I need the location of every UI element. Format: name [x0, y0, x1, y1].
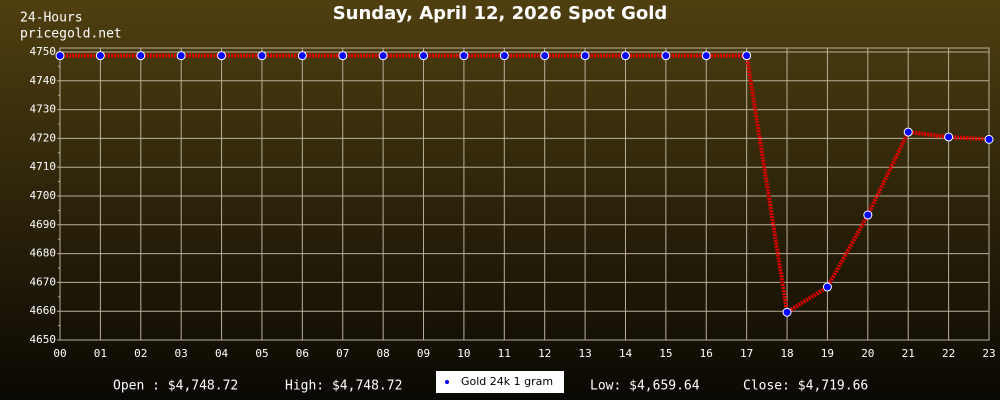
x-tick-label: 06 [296, 347, 309, 360]
data-point [297, 51, 307, 61]
data-point [620, 51, 630, 61]
series-line [60, 53, 990, 316]
stat: High: $4,748.72 [285, 379, 402, 394]
x-tick-label: 08 [377, 347, 390, 360]
x-tick-label: 07 [336, 347, 349, 360]
data-point [944, 132, 954, 142]
data-point [217, 51, 227, 61]
y-tick-label: 4740 [30, 74, 57, 87]
x-tick-label: 21 [902, 347, 915, 360]
y-tick-label: 4710 [30, 160, 57, 173]
x-tick-label: 13 [578, 347, 591, 360]
data-point [257, 51, 267, 61]
stat: Close: $4,719.66 [743, 379, 868, 394]
data-point [782, 307, 792, 317]
y-tick-label: 4750 [30, 45, 57, 58]
stat: Low: $4,659.64 [590, 379, 700, 394]
data-point [863, 210, 873, 220]
x-tick-label: 00 [53, 347, 66, 360]
data-point [136, 51, 146, 61]
period-label: 24-Hours [20, 11, 83, 26]
y-tick-label: 4730 [30, 103, 57, 116]
x-tick-label: 09 [417, 347, 430, 360]
y-tick-label: 4650 [30, 333, 57, 346]
data-point [55, 51, 65, 61]
data-point [661, 51, 671, 61]
x-tick-label: 12 [538, 347, 551, 360]
x-tick-label: 02 [134, 347, 147, 360]
data-point [378, 51, 388, 61]
x-tick-label: 15 [659, 347, 672, 360]
data-point [459, 51, 469, 61]
x-tick-label: 04 [215, 347, 229, 360]
y-tick-label: 4720 [30, 131, 57, 144]
x-tick-label: 20 [861, 347, 874, 360]
y-tick-label: 4700 [30, 189, 57, 202]
y-tick-label: 4680 [30, 247, 57, 260]
data-point [903, 127, 913, 137]
y-tick-label: 4690 [30, 218, 57, 231]
data-point [338, 51, 348, 61]
x-tick-label: 16 [700, 347, 713, 360]
x-tick-label: 14 [619, 347, 633, 360]
x-tick-label: 19 [821, 347, 834, 360]
data-point [580, 51, 590, 61]
data-point [176, 51, 186, 61]
x-tick-label: 23 [982, 347, 995, 360]
legend-label: Gold 24k 1 gram [461, 375, 553, 388]
y-tick-label: 4670 [30, 275, 57, 288]
x-tick-label: 10 [457, 347, 470, 360]
y-tick-label: 4660 [30, 304, 57, 317]
chart-title: Sunday, April 12, 2026 Spot Gold [333, 3, 668, 24]
x-tick-label: 18 [780, 347, 793, 360]
data-point [540, 51, 550, 61]
x-tick-label: 05 [255, 347, 268, 360]
data-point [822, 282, 832, 292]
source: pricegold.net [20, 27, 122, 42]
x-tick-label: 01 [94, 347, 107, 360]
data-point [419, 51, 429, 61]
data-point [95, 51, 105, 61]
stat: Open : $4,748.72 [113, 379, 238, 394]
data-point [701, 51, 711, 61]
data-point [499, 51, 509, 61]
legend-box [436, 371, 564, 393]
data-point [984, 134, 994, 144]
legend-marker [445, 380, 449, 384]
x-tick-label: 22 [942, 347, 955, 360]
x-tick-label: 17 [740, 347, 753, 360]
data-point [742, 51, 752, 61]
x-tick-label: 11 [498, 347, 511, 360]
x-tick-label: 03 [175, 347, 188, 360]
